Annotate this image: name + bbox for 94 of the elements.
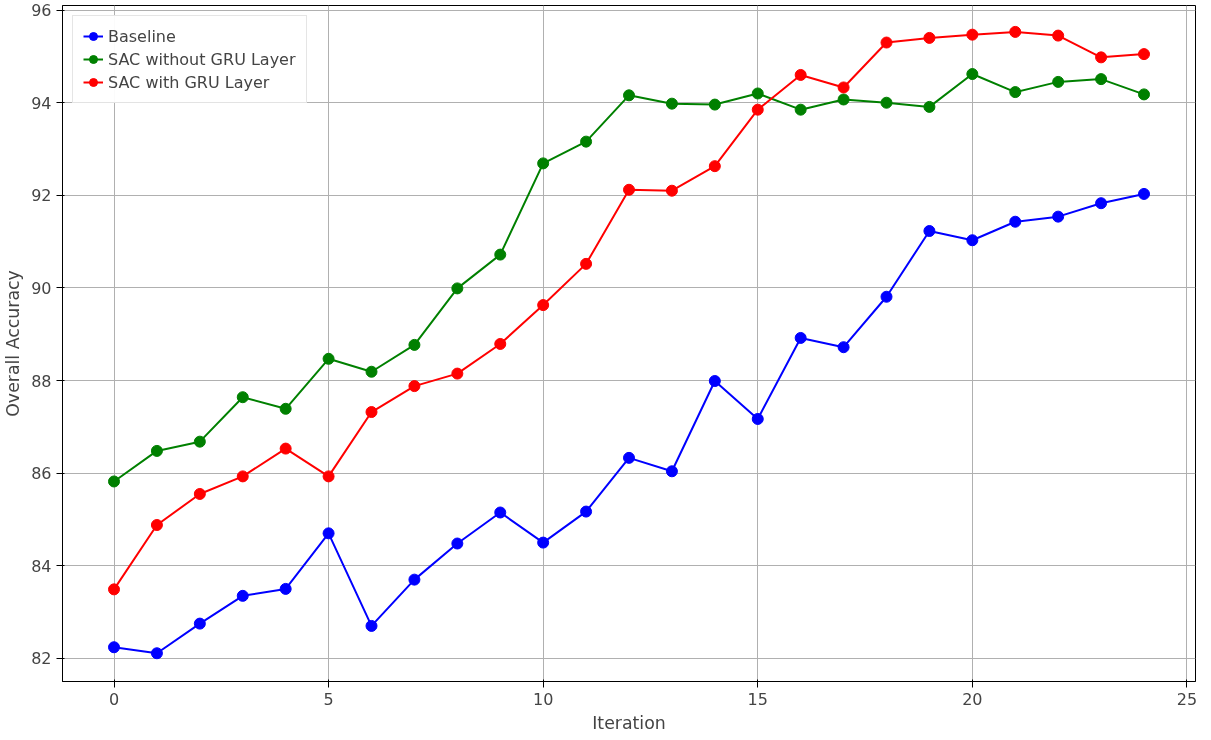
point: [1138, 48, 1150, 61]
point: [1052, 75, 1065, 88]
point: [708, 375, 721, 387]
point: [837, 93, 850, 106]
y-tick-label: 90: [31, 278, 52, 298]
point: [923, 31, 936, 44]
point: [580, 135, 593, 148]
point: [1009, 25, 1022, 38]
point: [193, 487, 206, 500]
y-axis-title: Overall Accuracy: [3, 270, 24, 417]
point: [150, 519, 163, 531]
legend-label: Baseline: [108, 26, 176, 46]
point: [1095, 197, 1108, 210]
point: [408, 380, 421, 393]
point: [1138, 88, 1150, 101]
point: [537, 536, 550, 549]
point: [665, 97, 678, 110]
x-axis-title: Iteration: [592, 712, 666, 733]
y-tick-label: 94: [31, 93, 52, 113]
point: [1052, 210, 1065, 223]
point: [794, 103, 807, 116]
point: [494, 248, 507, 261]
point: [665, 184, 678, 197]
point: [193, 435, 206, 448]
legend-label: SAC with GRU Layer: [108, 72, 270, 92]
point: [193, 617, 206, 630]
point: [623, 89, 635, 102]
point: [751, 412, 764, 425]
x-tick-label: 20: [962, 689, 983, 709]
point: [279, 442, 292, 455]
point: [236, 470, 249, 483]
legend-label: SAC without GRU Layer: [108, 49, 296, 69]
y-tick-label: 88: [31, 371, 52, 391]
y-tick-label: 86: [31, 464, 52, 484]
point: [837, 341, 850, 354]
y-tick-label: 84: [31, 556, 52, 576]
x-tick-label: 25: [1176, 689, 1198, 709]
point: [322, 470, 335, 483]
point: [966, 28, 979, 41]
point: [623, 183, 635, 196]
point: [279, 582, 292, 595]
point: [108, 641, 120, 654]
x-tick-label: 5: [323, 689, 334, 709]
point: [494, 506, 507, 519]
point: [966, 68, 979, 81]
point: [880, 36, 893, 49]
point: [580, 505, 593, 518]
point: [408, 338, 421, 351]
point: [1095, 51, 1108, 64]
point: [1138, 187, 1150, 200]
x-tick-label: 0: [108, 689, 120, 709]
point: [108, 583, 120, 596]
point: [580, 257, 593, 270]
x-tick-label: 10: [532, 689, 554, 709]
point: [537, 299, 550, 312]
point: [751, 103, 764, 116]
point: [236, 391, 249, 404]
y-tick-label: 92: [31, 186, 52, 206]
point: [236, 589, 249, 602]
point: [923, 225, 936, 237]
point: [623, 451, 635, 464]
point: [365, 619, 378, 632]
point: [923, 100, 936, 113]
point: [966, 234, 979, 247]
point: [150, 444, 163, 457]
point: [150, 647, 163, 660]
point: [708, 98, 721, 111]
x-tick-label: 15: [747, 689, 768, 709]
point: [1095, 73, 1108, 86]
point: [537, 157, 550, 170]
point: [794, 331, 807, 344]
point: [494, 337, 507, 350]
point: [365, 406, 378, 419]
point: [1009, 215, 1022, 228]
point: [322, 527, 335, 540]
point: [108, 475, 120, 488]
y-tick-label: 82: [31, 649, 52, 669]
y-tick-label: 96: [31, 1, 52, 21]
point: [1009, 86, 1022, 99]
point: [1052, 29, 1065, 42]
point: [794, 68, 807, 81]
point: [451, 537, 464, 550]
point: [365, 365, 378, 378]
point: [322, 352, 335, 365]
point: [708, 160, 721, 173]
point: [880, 96, 893, 109]
point: [279, 402, 292, 415]
point: [408, 573, 421, 586]
point: [880, 290, 893, 303]
point: [451, 282, 464, 295]
point: [751, 87, 764, 100]
point: [451, 367, 464, 380]
point: [837, 81, 850, 94]
point: [665, 465, 678, 478]
